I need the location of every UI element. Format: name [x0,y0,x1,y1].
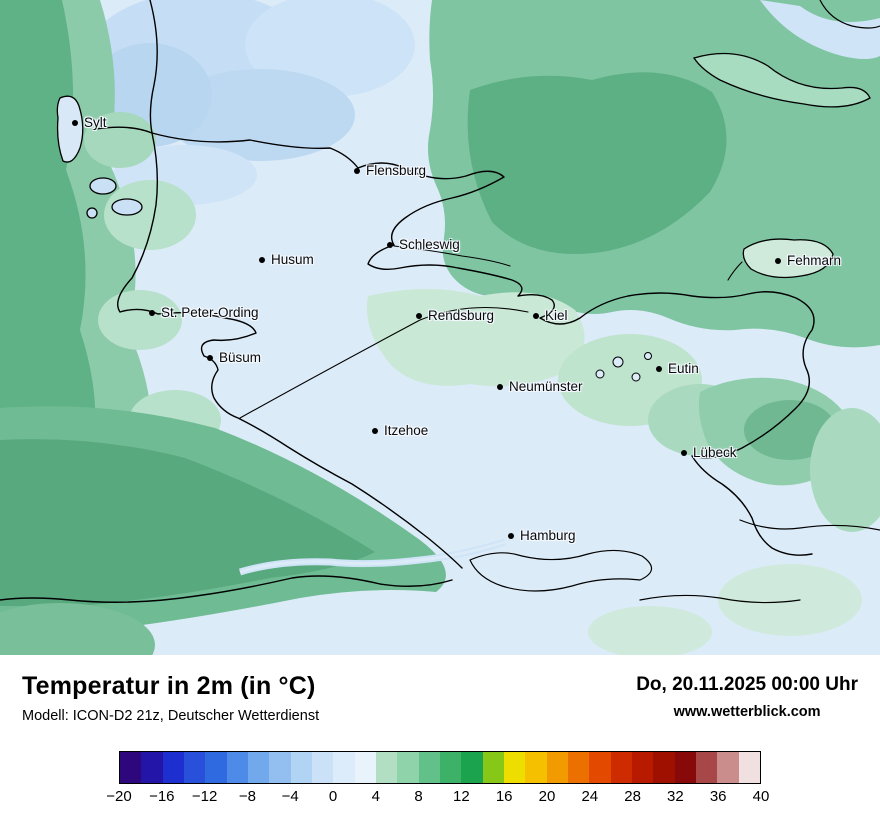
map-area: Sylt Flensburg Schleswig Husum Fehmarn St. Pe… [0,0,880,655]
city-dot [497,384,503,390]
colorbar-cell [546,752,568,783]
city-label: Schleswig [399,237,460,253]
colorbar-tick-label: 8 [414,788,423,805]
city-dot [149,310,155,316]
colorbar-cell [141,752,163,783]
city-label: Kiel [545,308,568,324]
city-label: Neumünster [509,379,583,395]
colorbar-tick-label: 0 [328,788,338,805]
colorbar-cell [525,752,547,783]
city-label: Rendsburg [428,308,495,324]
islands-layer [56,95,834,279]
city-label: Lübeck [693,445,737,461]
city-dot [372,428,378,434]
colorbar-tick-label: 20 [538,788,556,805]
colorbar [119,751,761,784]
info-bar: Temperatur in 2m (in °C) Modell: ICON-D2… [0,655,880,724]
city-markers-layer: Sylt Flensburg Schleswig Husum Fehmarn St. Pe… [72,115,842,544]
city-label: Husum [271,252,314,268]
colorbar-cell [482,752,504,783]
colorbar-cell [311,752,334,783]
colorbar-tick-label: 4 [371,788,380,805]
colorbar-cell [439,752,462,783]
city-dot [387,242,393,248]
colorbar-cell [631,752,654,783]
colorbar-tick-label: 40 [752,788,770,805]
colorbar-cell [695,752,718,783]
city-label: Eutin [668,361,699,377]
colorbar-tick-label: 12 [453,788,470,805]
colorbar-cell [610,752,632,783]
colorbar-cell [674,752,696,783]
colorbar-cell [397,752,419,783]
city-dot [508,533,514,539]
city-dot [207,355,213,361]
colorbar-tick-label: 24 [581,788,599,805]
city-label: Sylt [84,115,107,131]
colorbar-cell [375,752,398,783]
city-label: Itzehoe [384,423,429,439]
colorbar-cell [589,752,611,783]
colorbar-tick-label: −20 [106,788,132,805]
coastline-layer [0,0,880,604]
colorbar-tick-label: 28 [624,788,641,805]
colorbar-cell [269,752,291,783]
colorbar-cell [183,752,206,783]
city-dot [72,120,78,126]
datetime-label: Do, 20.11.2025 00:00 Uhr [636,674,858,695]
page-title: Temperatur in 2m (in °C) [22,672,316,700]
city-dot [259,257,265,263]
city-dot [775,258,781,264]
city-dot [416,313,422,319]
colorbar-cell [333,752,355,783]
colorbar-cell [503,752,526,783]
info-right: Do, 20.11.2025 00:00 Uhr www.wetterblick… [636,672,858,720]
info-left: Temperatur in 2m (in °C) Modell: ICON-D2… [22,672,319,724]
colorbar-tick-label: 32 [667,788,684,805]
colorbar-cell [247,752,270,783]
colorbar-cell [120,752,142,783]
colorbar-cell [162,752,184,783]
map-art-svg [0,0,880,655]
colorbar-cell [567,752,590,783]
colorbar-cell [717,752,739,783]
colorbar-tick-label: −8 [238,788,256,805]
colorbar-tick-label: −4 [281,788,299,805]
elbe-river [238,538,507,576]
colorbar-ticks: −20 −16 −12 −8 −4 0 4 8 12 16 20 24 28 32 36 40 [106,788,769,810]
colorbar-cell [205,752,227,783]
city-dot [681,450,687,456]
colorbar-tick-label: −12 [191,788,218,805]
city-dot [533,313,539,319]
colorbar-cell [738,752,760,783]
colorbar-cell [354,752,376,783]
colorbar-tick-label: −16 [149,788,175,805]
inland-green-layer [367,289,880,655]
colorbar-cell [290,752,312,783]
city-label: St. Peter-Ording [161,305,259,321]
colorbar-cell [461,752,483,783]
lakes-layer [595,352,652,382]
city-dot [354,168,360,174]
city-label: Fehmarn [787,253,842,269]
colorbar-cell [226,752,248,783]
model-info: Modell: ICON-D2 21z, Deutscher Wetterdie… [22,708,320,724]
website-label: www.wetterblick.com [673,704,821,720]
city-label: Hamburg [520,528,576,544]
cool-patch-layer [85,0,415,205]
city-label: Büsum [219,350,262,366]
colorbar-tick-label: 36 [709,788,727,805]
city-label: Flensburg [366,163,427,179]
colorbar-cell [418,752,440,783]
city-dot [656,366,662,372]
colorbar-cell [653,752,675,783]
colorbar-tick-label: 16 [495,788,513,805]
temperature-legend: −20 −16 −12 −8 −4 0 4 8 12 16 20 24 28 32 36 40 [106,751,769,810]
